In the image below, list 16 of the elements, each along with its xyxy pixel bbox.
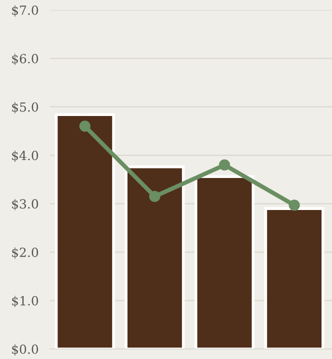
point (149, 190, 160, 202)
y-tick-label: $6.0 (12, 54, 38, 66)
y-tick-label: $7.0 (12, 5, 38, 17)
y-tick-label: $1.0 (12, 296, 38, 308)
y-tick-label: $2.0 (12, 247, 38, 259)
bar (264, 207, 324, 349)
y-tick-label: $4.0 (12, 150, 38, 162)
point (79, 120, 90, 132)
point (288, 200, 300, 211)
y-tick-label: $3.0 (12, 198, 38, 210)
bar (54, 113, 115, 349)
bar (124, 166, 185, 349)
bar (194, 175, 255, 349)
y-tick-label: $5.0 (12, 102, 38, 114)
point (218, 159, 230, 171)
y-tick-label: $0.0 (12, 344, 38, 356)
